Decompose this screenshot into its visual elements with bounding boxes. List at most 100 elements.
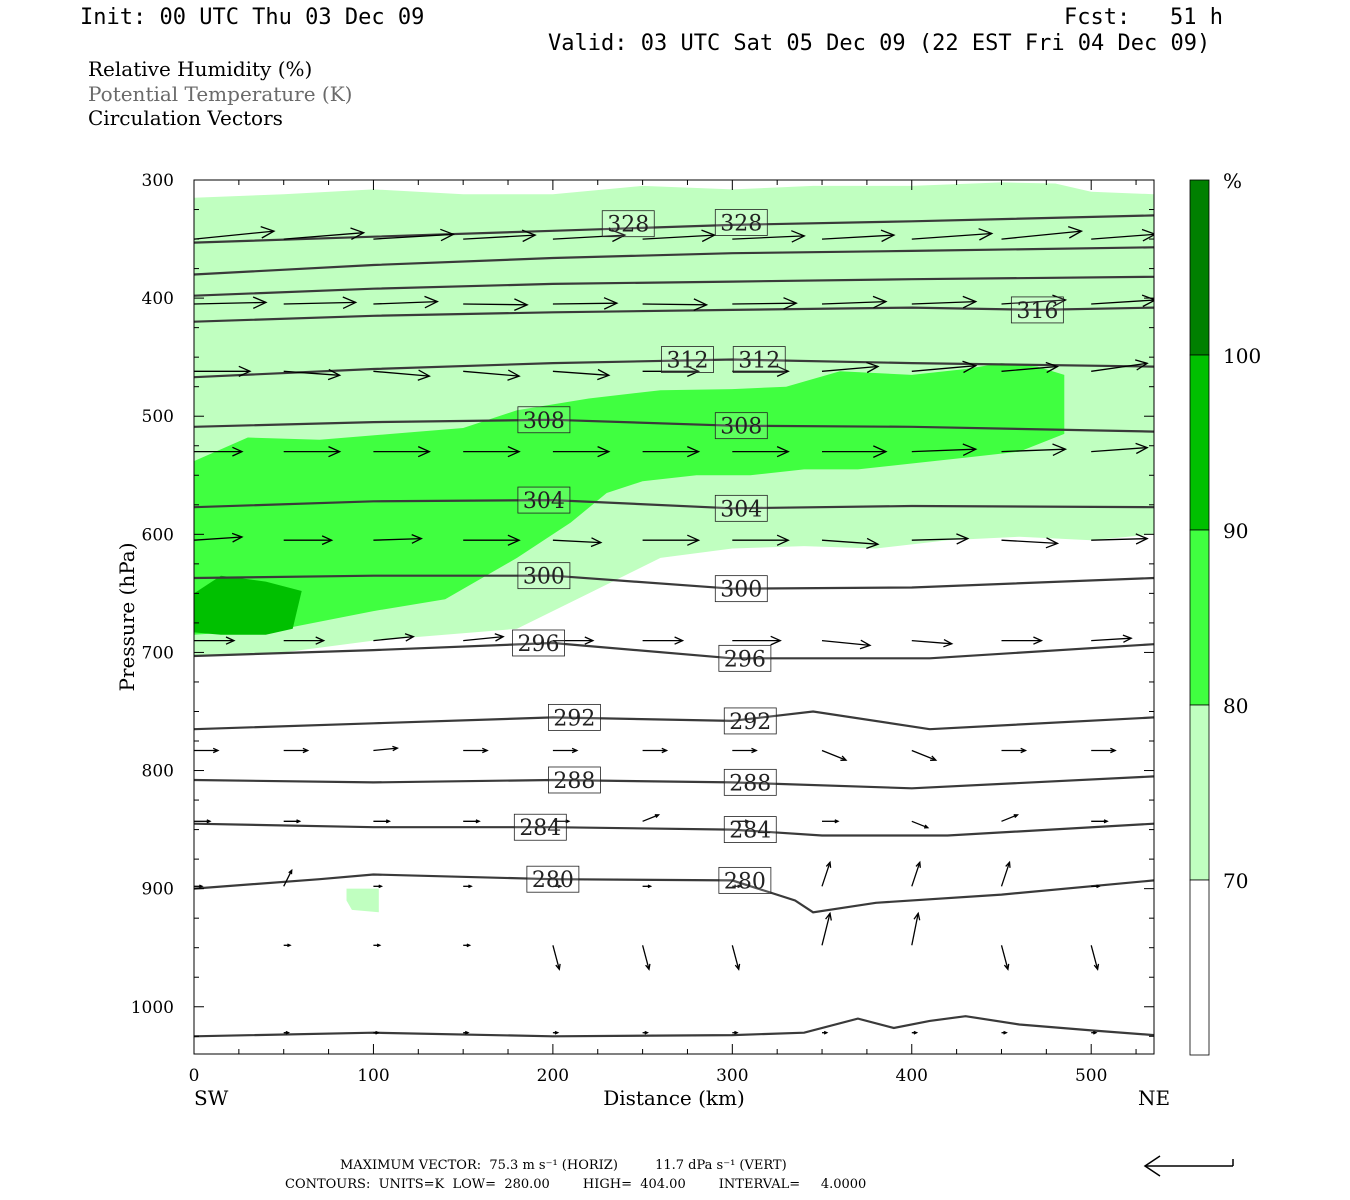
vector-arrow — [1091, 1030, 1098, 1035]
vector-arrow — [552, 446, 611, 458]
x-tick-label: 500 — [1075, 1066, 1107, 1086]
vector-arrow — [1091, 884, 1101, 889]
y-axis-label: Pressure (hPa) — [115, 543, 139, 692]
vector-arrow — [373, 228, 455, 242]
circulation-vectors — [194, 225, 1154, 1035]
axes: 300 400 500 600 700 800 900 1000 0 100 200 300 400 50… — [131, 171, 1154, 1086]
contour-label-328-1: 328 — [714, 209, 768, 237]
vector-arrow — [552, 368, 611, 381]
vector-arrow — [373, 943, 382, 948]
svg-text:296: 296 — [518, 632, 560, 657]
vector-arrow — [911, 1030, 919, 1035]
contour-label-280-1: 280 — [718, 866, 772, 894]
vector-arrow — [1001, 537, 1060, 549]
vector-arrow — [911, 228, 994, 241]
contour-label-308-1: 308 — [714, 412, 768, 440]
contour-label-284-1: 284 — [723, 816, 777, 844]
vector-arrow — [283, 636, 326, 645]
y-tick-label: 400 — [142, 289, 174, 309]
colorbar-level-label: 80 — [1223, 694, 1248, 718]
contour-info-note: CONTOURS: UNITS=K LOW= 280.00 HIGH= 404.… — [285, 1177, 867, 1192]
vector-arrow — [373, 884, 384, 889]
theta-contour-300 — [194, 574, 1154, 590]
colorbar-swatch — [1189, 179, 1210, 356]
contour-label-312-1: 312 — [732, 346, 786, 374]
theta-contour-288 — [194, 775, 1154, 790]
vector-arrow — [642, 1030, 649, 1035]
valid-time: Valid: 03 UTC Sat 05 Dec 09 (22 EST Fri … — [548, 31, 1211, 56]
x-axis-label: Distance (km) — [603, 1086, 745, 1110]
vector-arrow — [821, 911, 832, 946]
contour-label-300-1: 300 — [714, 575, 768, 603]
contour-label-296-0: 296 — [512, 629, 565, 657]
vector-arrow — [732, 747, 758, 754]
svg-text:284: 284 — [729, 819, 771, 844]
colorbar-swatch — [1189, 354, 1210, 531]
vector-arrow — [1091, 359, 1149, 372]
svg-text:328: 328 — [720, 212, 762, 237]
vector-arrow — [821, 639, 872, 650]
colorbar-swatch — [1189, 704, 1210, 881]
contour-labels: 328 328 316 312 312 308 308 304 304 300 300 296 296 2… — [512, 209, 1064, 894]
vector-arrow — [194, 819, 212, 824]
rh-region-70-3 — [346, 888, 379, 913]
theta-contour-296 — [194, 641, 1154, 660]
plot-frame — [193, 179, 1155, 1055]
vector-arrow — [283, 868, 293, 887]
vector-arrow — [732, 1030, 739, 1035]
x-tick-label: 200 — [537, 1066, 569, 1086]
contour-label-288-0: 288 — [548, 766, 601, 794]
x-tick-label: 0 — [189, 1066, 200, 1086]
vector-arrow — [552, 1030, 560, 1035]
colorbar-unit: % — [1223, 169, 1242, 193]
svg-text:304: 304 — [523, 489, 565, 514]
vector-arrow — [822, 819, 840, 824]
vector-arrow — [911, 533, 970, 545]
contour-label-328-0: 328 — [601, 210, 655, 238]
svg-text:292: 292 — [553, 706, 595, 731]
theta-contour-280 — [194, 873, 1154, 914]
vector-arrow — [1001, 814, 1020, 822]
vector-arrow — [1001, 361, 1060, 374]
vector-arrow — [732, 884, 742, 889]
vector-arrow — [642, 365, 701, 377]
vector-arrow — [463, 534, 521, 546]
theta-contour-320 — [194, 275, 1154, 297]
vector-arrow — [822, 445, 888, 458]
svg-text:296: 296 — [724, 647, 766, 672]
max-vector-note: MAXIMUM VECTOR: 75.3 m s⁻¹ (HORIZ) 11.7 … — [340, 1158, 787, 1173]
vector-arrow — [732, 446, 790, 458]
colorbar-swatch — [1189, 879, 1210, 1056]
svg-text:288: 288 — [729, 771, 771, 796]
x-tick-label: 300 — [716, 1066, 748, 1086]
vector-arrow — [1001, 225, 1084, 240]
vector-arrow — [1091, 819, 1109, 824]
vector-arrow — [552, 537, 603, 548]
vector-arrow — [552, 297, 619, 310]
vector-arrow — [463, 298, 529, 311]
vector-arrow — [463, 1030, 470, 1035]
theta-contour-284 — [194, 822, 1154, 837]
vector-arrow — [552, 636, 595, 645]
vector-arrow — [283, 747, 310, 754]
y-tick-label: 900 — [142, 880, 174, 900]
vector-arrow — [283, 535, 334, 546]
theta-contour-292 — [194, 710, 1154, 731]
vector-arrow — [373, 369, 431, 381]
vector-arrow — [373, 295, 439, 309]
colorbar-swatch — [1189, 529, 1210, 706]
svg-text:312: 312 — [666, 349, 708, 374]
vector-arrow — [373, 446, 431, 458]
svg-text:280: 280 — [532, 868, 574, 893]
svg-text:328: 328 — [607, 213, 649, 238]
x-end-label-right: NE — [1138, 1086, 1170, 1110]
vector-arrow — [1090, 945, 1100, 971]
vector-arrow — [731, 945, 741, 971]
vector-arrow — [732, 635, 782, 646]
vector-arrow — [1001, 636, 1044, 645]
vector-arrow — [373, 745, 399, 752]
vector-arrow — [283, 819, 302, 824]
vector-arrow — [821, 749, 848, 761]
vector-arrow — [552, 945, 561, 971]
